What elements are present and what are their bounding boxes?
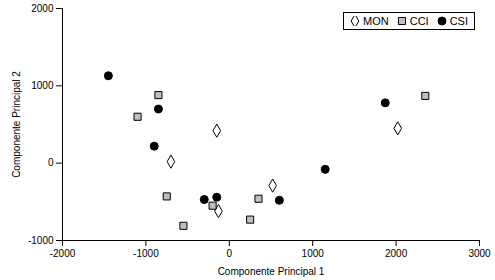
svg-text:-2000: -2000 (50, 248, 76, 259)
html-text:CCI: CCI (409, 15, 429, 27)
svg-text:-1000: -1000 (133, 248, 159, 259)
svg-text:0: 0 (227, 248, 233, 259)
html-text:CSI: CSI (449, 15, 468, 27)
svg-text:2000: 2000 (385, 248, 408, 259)
html-text:MON: MON (363, 15, 389, 27)
svg-text:2000: 2000 (31, 3, 54, 14)
svg-text:3000: 3000 (468, 248, 491, 259)
svg-text:Componente Principal 1: Componente Principal 1 (218, 266, 325, 277)
svg-text:0: 0 (48, 157, 54, 168)
svg-text:1000: 1000 (31, 80, 54, 91)
svg-text:Componente Principal 2: Componente Principal 2 (11, 71, 22, 178)
svg-text:-1000: -1000 (28, 235, 54, 246)
svg-text:1000: 1000 (302, 248, 325, 259)
